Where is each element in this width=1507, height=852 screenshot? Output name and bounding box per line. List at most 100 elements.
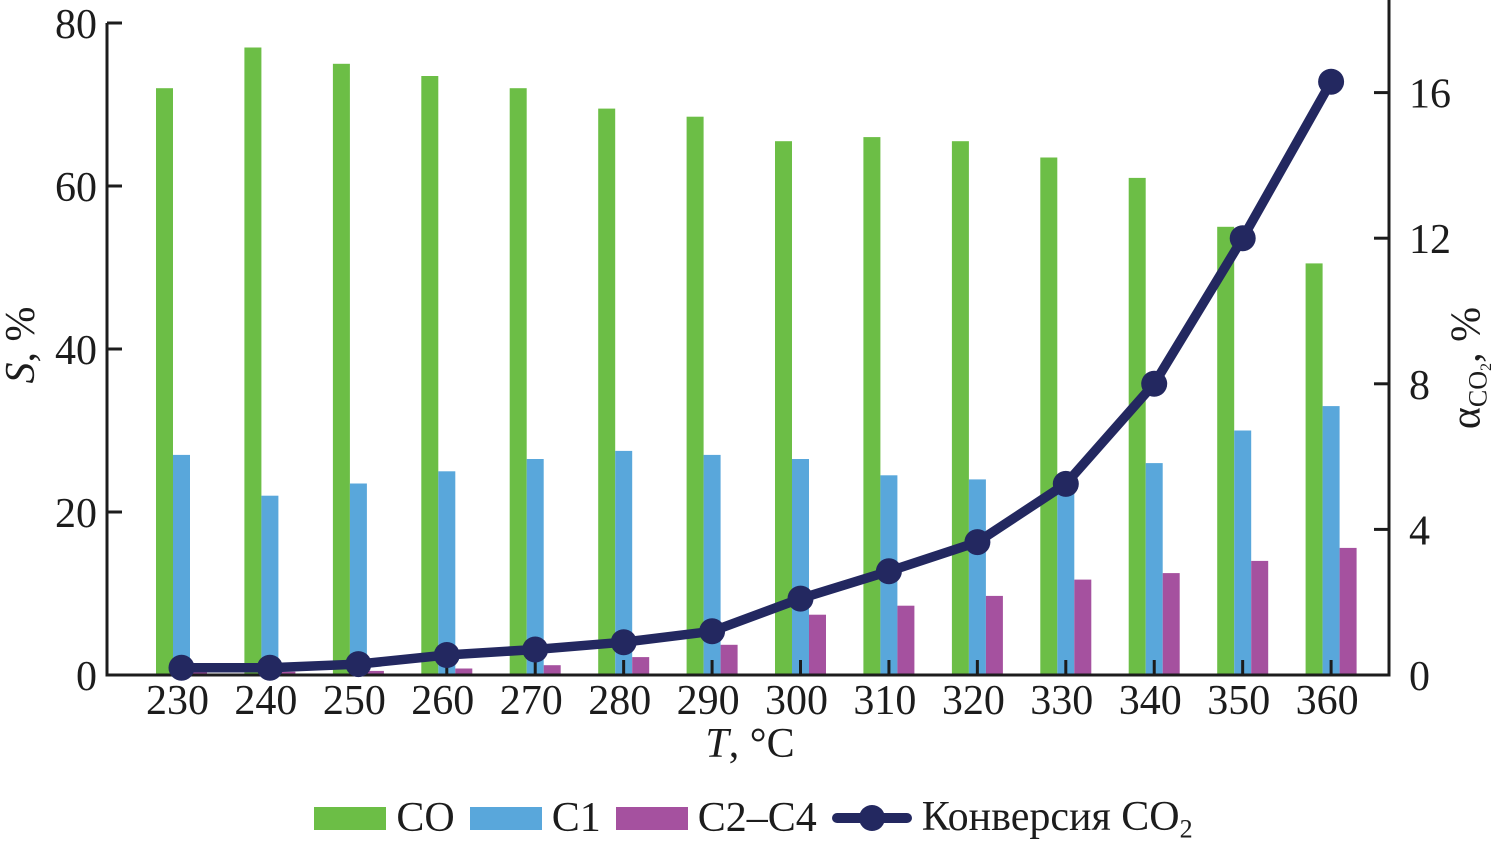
bar-c2-c4-320	[985, 595, 1003, 676]
left-tick-label-0: 0	[76, 654, 97, 700]
bar-c1-280	[615, 450, 633, 676]
legend-swatch-co	[314, 806, 387, 830]
x-tick-label-350: 350	[1207, 678, 1270, 724]
bar-c2-c4-260	[455, 668, 473, 676]
legend-label-co: CO	[396, 795, 455, 841]
bar-c2-c4-300	[809, 614, 826, 676]
bar-co-230	[156, 88, 173, 676]
bar-c1-250	[349, 483, 367, 676]
co2-conversion-point-270	[522, 636, 549, 663]
x-axis-title: T, °C	[705, 720, 794, 768]
bar-c1-230	[173, 454, 190, 676]
right-axis-title: αCO2, %	[1443, 307, 1496, 429]
right-tick-label-16: 16	[1409, 72, 1451, 118]
x-axis-title-unit: , °C	[728, 721, 795, 767]
x-tick-label-330: 330	[1030, 678, 1093, 724]
bar-co-360	[1305, 263, 1323, 676]
bar-c1-340	[1145, 463, 1163, 676]
bar-co-340	[1128, 177, 1146, 676]
legend-line-marker-symbol	[831, 804, 912, 832]
legend-label-c2-c4: C2–C4	[697, 795, 817, 841]
left-tick-label-20: 20	[55, 491, 97, 537]
bar-c1-360	[1322, 406, 1340, 676]
co2-conversion-point-330	[1052, 470, 1079, 497]
bar-c1-300	[792, 459, 809, 676]
bar-c2-c4-350	[1251, 560, 1269, 676]
x-tick-label-300: 300	[765, 678, 828, 724]
bar-c1-330	[1057, 483, 1075, 676]
co2-conversion-point-290	[699, 618, 726, 645]
x-axis-title-symbol: T	[705, 721, 729, 767]
bar-c2-c4-330	[1074, 579, 1092, 676]
right-axis-title-subsub: 2	[1478, 362, 1496, 371]
co2-conversion-point-350	[1229, 225, 1256, 252]
legend-item-co: CO	[314, 794, 455, 842]
right-axis-title-alpha: α	[1443, 407, 1490, 430]
co2-conversion-point-240	[256, 654, 283, 681]
bar-c2-c4-310	[897, 605, 915, 676]
legend-swatch-c1	[469, 806, 542, 830]
right-tick-label-4: 4	[1409, 508, 1430, 554]
co2-conversion-point-230	[168, 654, 195, 681]
x-tick-label-280: 280	[588, 678, 651, 724]
legend-label-co2-conversion: Конверсия CO2	[921, 794, 1193, 844]
bar-c2-c4-340	[1162, 573, 1180, 676]
bar-c2-c4-270	[543, 665, 561, 676]
x-tick-label-310: 310	[853, 678, 916, 724]
x-tick-label-320: 320	[942, 678, 1005, 724]
right-axis-title-sub: CO	[1463, 370, 1493, 408]
right-tick-label-8: 8	[1409, 363, 1430, 409]
co2-conversion-point-260	[433, 642, 460, 668]
x-tick-label-240: 240	[234, 678, 297, 724]
legend-item-c2-c4: C2–C4	[615, 794, 817, 842]
bar-co-260	[421, 76, 439, 676]
bar-co-280	[598, 108, 616, 677]
bar-c1-260	[438, 471, 456, 677]
legend: CO C1 C2–C4 Конверсия CO2	[0, 793, 1507, 843]
x-tick-label-230: 230	[146, 678, 209, 724]
bar-c2-c4-280	[632, 657, 650, 676]
bar-co-290	[686, 116, 704, 676]
co2-conversion-point-340	[1141, 370, 1168, 397]
left-axis-title-symbol: S	[0, 362, 44, 384]
x-tick-label-340: 340	[1119, 678, 1182, 724]
bar-c1-350	[1234, 430, 1252, 676]
co2-conversion-point-300	[787, 585, 814, 612]
right-tick-label-0: 0	[1409, 654, 1430, 700]
bar-c2-c4-230	[190, 670, 207, 676]
bar-c1-240	[261, 495, 279, 676]
bar-c2-c4-290	[720, 644, 738, 676]
bar-c1-320	[968, 479, 986, 676]
bar-co-330	[1040, 157, 1058, 676]
co2-conversion-point-280	[610, 629, 637, 656]
co2-conversion-point-320	[964, 529, 991, 556]
legend-swatch-c2-c4	[615, 806, 688, 830]
x-tick-label-290: 290	[677, 678, 740, 724]
co2-conversion-line	[176, 76, 1336, 673]
right-axis-title-unit: , %	[1443, 306, 1490, 363]
bar-co-240	[244, 47, 262, 676]
x-tick-label-360: 360	[1296, 678, 1359, 724]
co2-conversion-point-310	[875, 558, 902, 585]
left-tick-label-60: 60	[55, 165, 97, 211]
bar-co-300	[775, 141, 792, 676]
bar-c2-c4-250	[366, 670, 384, 676]
left-axis-title: S, %	[0, 307, 45, 384]
co2-conversion-point-360	[1318, 68, 1345, 95]
bar-co-350	[1217, 226, 1235, 677]
x-tick-label-260: 260	[411, 678, 474, 724]
left-tick-label-80: 80	[55, 2, 97, 48]
left-axis-title-unit: , %	[0, 306, 44, 363]
bar-co-270	[509, 88, 527, 676]
legend-label-c1: C1	[551, 795, 601, 841]
bar-co-320	[951, 141, 969, 676]
left-tick-label-40: 40	[55, 328, 97, 374]
x-tick-label-270: 270	[500, 678, 563, 724]
bar-c2-c4-360	[1339, 547, 1357, 676]
co2-conversion-point-250	[345, 651, 372, 678]
legend-item-co2-conversion: Конверсия CO2	[831, 793, 1193, 844]
legend-line-dot	[858, 804, 885, 831]
bar-co-310	[863, 137, 881, 677]
